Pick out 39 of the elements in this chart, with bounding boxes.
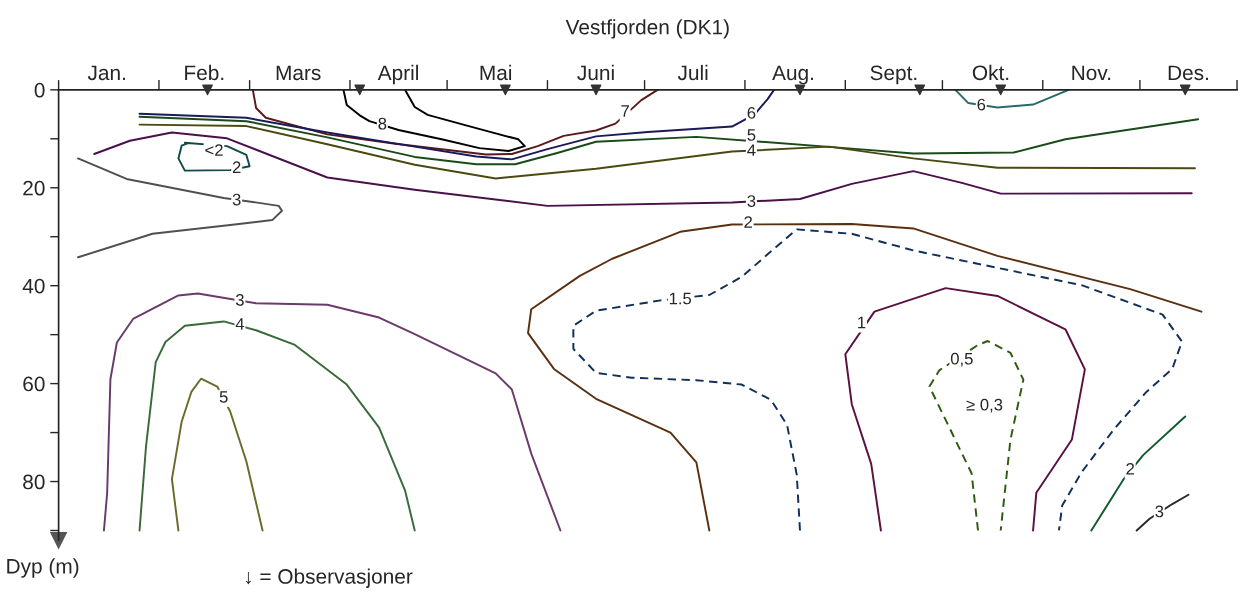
y-tick-label: 80 [23, 474, 45, 490]
x-tick-label: Aug. [772, 65, 814, 85]
annotation: 1 [858, 316, 866, 329]
annotation: 2 [232, 161, 241, 173]
annotation: 8 [378, 117, 387, 130]
x-tick-label: Juli [677, 64, 708, 81]
annotation: 4 [747, 144, 756, 156]
x-tick-label: Des. [1168, 65, 1208, 81]
annotation: 2 [744, 216, 752, 228]
annotation: 1.5 [669, 292, 692, 305]
y-tick-label: 20 [23, 180, 45, 196]
annotation: ≥ 0,3 [966, 398, 1003, 413]
x-tick-label: Okt. [972, 64, 1009, 81]
x-tick-label: Juni [577, 64, 614, 81]
chart-title: Vestfjorden (DK1) [565, 19, 729, 39]
x-tick-label: Nov. [1072, 65, 1111, 81]
x-tick-label: Mai [480, 64, 512, 81]
y-axis-title: Dyp (m) [7, 558, 79, 578]
x-tick-label: Mars [276, 65, 321, 81]
annotation: 3 [747, 195, 756, 207]
annotation: 7 [621, 105, 629, 117]
x-tick-label: April [377, 64, 418, 85]
annotation: 2 [1126, 462, 1134, 475]
annotation: 0,5 [950, 352, 973, 367]
text: ↓ = Observasjoner [245, 568, 413, 588]
annotation: 3 [235, 294, 244, 306]
y-tick-label: 60 [23, 376, 45, 392]
annotation: 5 [219, 391, 228, 403]
annotation: 3 [1155, 505, 1164, 518]
annotation: 4 [235, 318, 245, 330]
annotation: 5 [747, 129, 756, 141]
x-tick-label: Jan. [87, 65, 125, 81]
annotation: 6 [977, 98, 986, 111]
x-tick-label: Feb. [185, 64, 224, 81]
annotation: 3 [232, 193, 241, 206]
y-tick-label: 40 [22, 278, 45, 294]
y-tick-label: 0 [34, 82, 45, 98]
x-tick-label: Sept. [870, 65, 917, 85]
annotation: <2 [205, 144, 223, 156]
